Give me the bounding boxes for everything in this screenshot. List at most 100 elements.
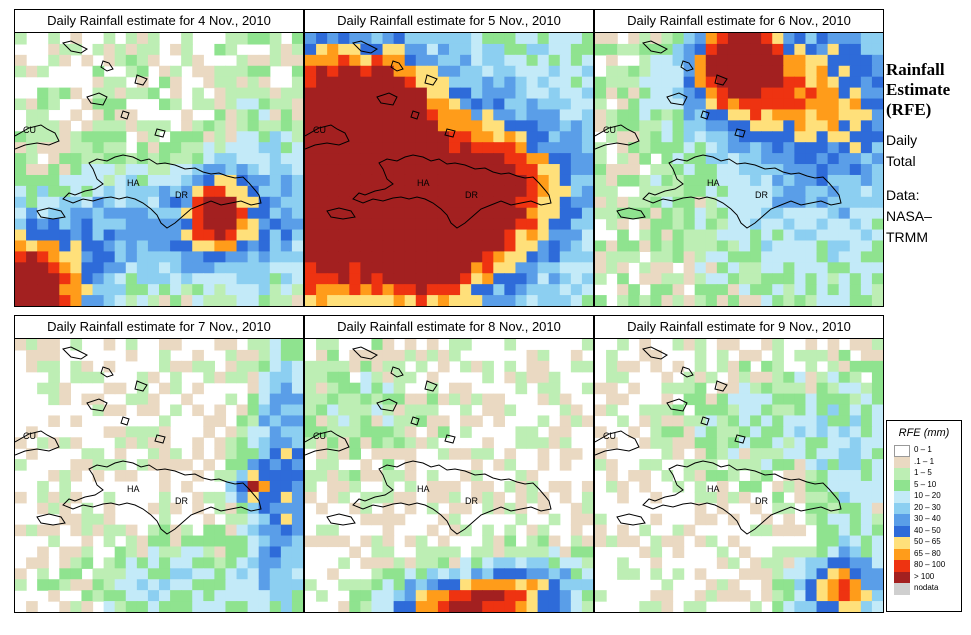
rainfall-cell — [360, 43, 373, 56]
rainfall-cell — [727, 415, 740, 427]
rainfall-cell — [783, 295, 795, 306]
rainfall-cell — [581, 491, 593, 504]
rainfall-cell — [705, 87, 718, 100]
rainfall-cell — [305, 229, 317, 242]
rainfall-cell — [537, 229, 550, 242]
rainfall-cell — [639, 43, 651, 56]
rainfall-cell — [493, 33, 505, 45]
rainfall-cell — [794, 262, 807, 274]
rainfall-cell — [136, 568, 149, 580]
rainfall-cell — [114, 207, 127, 220]
rainfall-cell — [816, 502, 829, 515]
rainfall-cell — [482, 393, 494, 406]
rainfall-cell — [739, 164, 751, 176]
rainfall-cell — [437, 426, 450, 438]
rainfall-cell — [338, 54, 350, 67]
rainfall-cell — [437, 546, 450, 558]
rainfall-cell — [672, 54, 685, 67]
rainfall-cell — [838, 76, 851, 89]
rainfall-cell — [871, 65, 883, 78]
rainfall-cell — [437, 415, 450, 427]
rainfall-cell — [794, 98, 807, 111]
rainfall-cell — [661, 601, 674, 612]
rainfall-cell — [181, 284, 193, 296]
rainfall-cell — [750, 480, 762, 493]
rainfall-cell — [214, 185, 227, 198]
rainfall-cell — [628, 360, 640, 373]
bahamas-coastline — [642, 40, 746, 138]
rainfall-cell — [504, 43, 517, 56]
rainfall-cell — [849, 513, 862, 526]
rainfall-cell — [838, 33, 851, 45]
rainfall-cell — [316, 426, 328, 438]
rainfall-cell — [705, 240, 718, 252]
rainfall-cell — [280, 393, 293, 406]
rainfall-cell — [415, 218, 428, 231]
rainfall-cell — [360, 535, 373, 548]
rainfall-cell — [280, 109, 293, 121]
rainfall-cell — [794, 382, 807, 395]
rainfall-cell — [181, 131, 193, 143]
rainfall-cell — [672, 273, 685, 285]
rainfall-cell — [750, 87, 762, 100]
rainfall-cell — [794, 546, 807, 558]
rainfall-cell — [639, 273, 651, 285]
rainfall-cell — [114, 54, 127, 67]
rainfall-cell — [650, 207, 663, 220]
rainfall-cell — [471, 109, 483, 121]
rainfall-cell — [460, 76, 472, 89]
rainfall-cell — [103, 185, 116, 198]
rainfall-cell — [192, 284, 204, 296]
rainfall-cell — [225, 568, 238, 580]
rainfall-cell — [70, 251, 83, 263]
rainfall-cell — [291, 273, 303, 285]
rainfall-cell — [247, 557, 260, 569]
rainfall-cell — [617, 568, 629, 580]
rainfall-cell — [114, 557, 127, 569]
rainfall-cell — [628, 153, 640, 165]
rainfall-cell — [750, 218, 762, 231]
rainfall-cell — [650, 54, 663, 67]
rainfall-cell — [92, 229, 105, 242]
rainfall-cell — [426, 262, 439, 274]
rainfall-cell — [114, 87, 127, 100]
rainfall-cell — [114, 174, 127, 187]
rainfall-cell — [783, 513, 795, 526]
rainfall-cell — [48, 251, 60, 263]
rainfall-cell — [338, 426, 350, 438]
panel-nov-9: Daily Rainfall estimate for 9 Nov., 2010… — [594, 315, 884, 613]
rainfall-cell — [360, 284, 373, 296]
rainfall-cell — [393, 382, 406, 395]
rainfall-cell — [192, 87, 204, 100]
rainfall-cell — [258, 207, 271, 220]
rainfall-cell — [537, 284, 550, 296]
rainfall-cell — [181, 164, 193, 176]
rainfall-cell — [159, 284, 171, 296]
rainfall-cell — [437, 240, 450, 252]
rainfall-cell — [59, 218, 71, 231]
rainfall-cell — [526, 601, 539, 612]
rainfall-cell — [661, 437, 674, 449]
rainfall-cell — [570, 120, 583, 132]
rainfall-cell — [628, 240, 640, 252]
rainfall-cell — [606, 33, 618, 45]
rainfall-cell — [181, 54, 193, 67]
rainfall-cell — [316, 524, 328, 537]
rainfall-cell — [805, 491, 818, 504]
rainfall-cell — [783, 240, 795, 252]
rainfall-cell — [460, 174, 472, 187]
rainfall-cell — [426, 339, 439, 351]
rainfall-cell — [482, 590, 494, 602]
rainfall-cell — [415, 546, 428, 558]
rainfall-cell — [650, 131, 663, 143]
rainfall-cell — [805, 120, 818, 132]
rainfall-cell — [772, 87, 784, 100]
rainfall-cell — [750, 120, 762, 132]
rainfall-cell — [559, 568, 572, 580]
rainfall-cell — [526, 262, 539, 274]
rainfall-cell — [81, 164, 94, 176]
rainfall-cell — [349, 76, 361, 89]
rainfall-cell — [92, 142, 105, 154]
rainfall-cell — [606, 43, 618, 56]
rainfall-cell — [37, 207, 49, 220]
